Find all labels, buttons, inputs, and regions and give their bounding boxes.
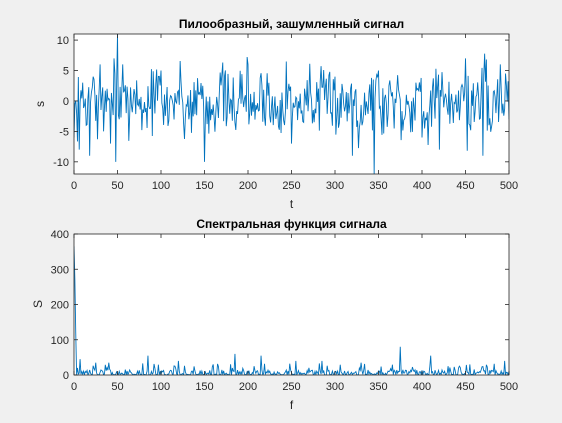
y-tick-label: 10 (57, 35, 69, 47)
y-tick-label: 300 (51, 264, 69, 276)
spectrum-axes: Спектральная функция сигнала 0 50 100 150 20… (31, 217, 518, 412)
x-tick-label: 250 (282, 180, 300, 192)
signal-title: Пилообразный, зашумленный сигнал (179, 17, 404, 31)
signal-plot-area (74, 34, 509, 174)
spectrum-title: Спектральная функция сигнала (196, 217, 387, 231)
x-tick-label: 500 (500, 180, 518, 192)
x-tick-label: 400 (413, 180, 431, 192)
y-tick-label: -5 (59, 126, 69, 138)
x-tick-label: 300 (326, 180, 344, 192)
spectrum-ylabel: S (31, 300, 45, 308)
signal-ticks: 0 50 100 150 200 250 300 350 400 450 500 -10 -5 0 5 10 (53, 34, 518, 192)
x-tick-label: 100 (152, 180, 170, 192)
y-tick-label: 200 (51, 300, 69, 312)
x-tick-label: 50 (111, 180, 123, 192)
y-tick-label: -10 (53, 157, 69, 169)
signal-series (74, 34, 509, 174)
x-tick-label: 150 (195, 381, 213, 393)
x-tick-label: 0 (71, 180, 77, 192)
x-tick-label: 450 (456, 381, 474, 393)
signal-xlabel: t (290, 197, 294, 211)
signal-axes-box (73, 33, 510, 175)
x-tick-label: 0 (71, 381, 77, 393)
spectrum-axes-box (73, 233, 510, 376)
spectrum-xlabel: f (290, 398, 294, 412)
signal-axes: Пилообразный, зашумленный сигнал 0 50 100 1… (33, 17, 518, 211)
y-tick-label: 5 (63, 66, 69, 78)
x-tick-label: 300 (326, 381, 344, 393)
x-tick-label: 450 (456, 180, 474, 192)
y-tick-label: 400 (51, 229, 69, 241)
x-tick-label: 350 (369, 381, 387, 393)
x-tick-label: 250 (282, 381, 300, 393)
x-tick-label: 400 (413, 381, 431, 393)
spectrum-plot-area (74, 234, 509, 375)
x-tick-label: 200 (239, 381, 257, 393)
y-tick-label: 0 (63, 370, 69, 382)
signal-ylabel: s (33, 101, 47, 107)
y-tick-label: 0 (63, 96, 69, 108)
x-tick-label: 150 (195, 180, 213, 192)
y-tick-label: 100 (51, 335, 69, 347)
x-tick-label: 500 (500, 381, 518, 393)
x-tick-label: 200 (239, 180, 257, 192)
x-tick-label: 350 (369, 180, 387, 192)
signal-line (74, 34, 509, 174)
x-tick-label: 50 (111, 381, 123, 393)
x-tick-label: 100 (152, 381, 170, 393)
